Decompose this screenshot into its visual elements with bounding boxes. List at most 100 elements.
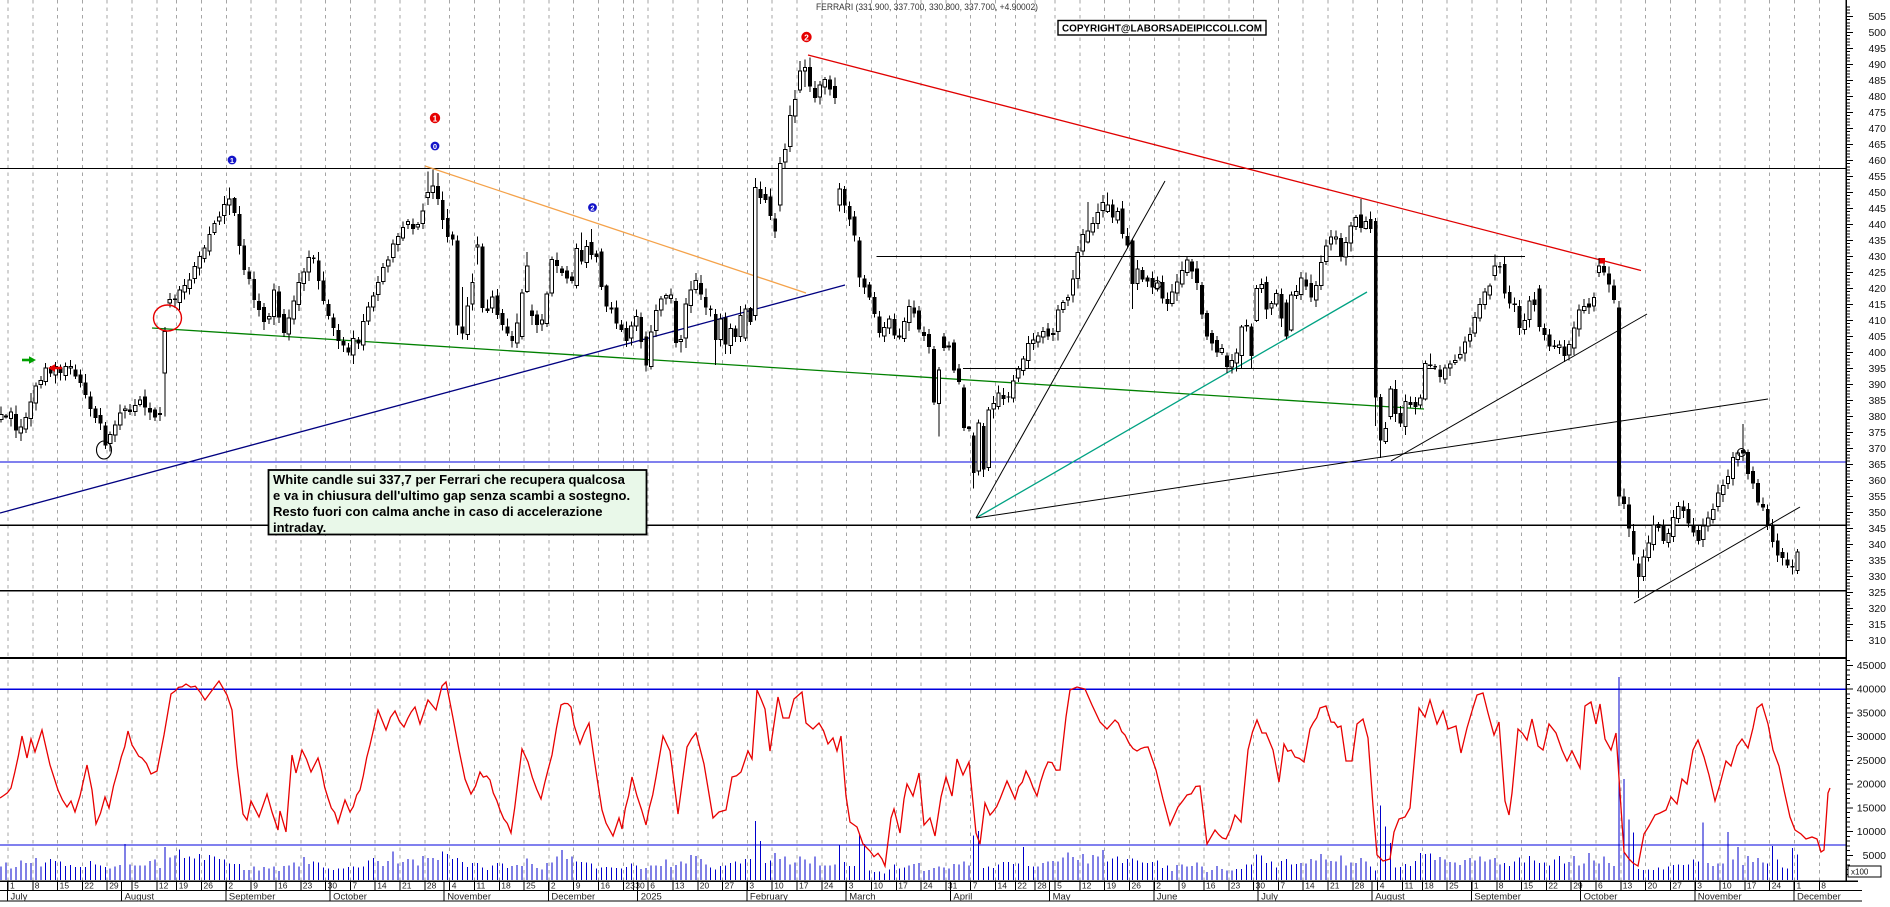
- svg-text:e va in chiusura dell'ultimo g: e va in chiusura dell'ultimo gap senza s…: [273, 488, 630, 503]
- svg-text:24: 24: [923, 881, 933, 891]
- svg-text:10: 10: [1722, 881, 1732, 891]
- svg-text:7: 7: [973, 881, 978, 891]
- svg-text:45000: 45000: [1857, 660, 1886, 672]
- svg-text:28: 28: [427, 881, 437, 891]
- svg-text:16: 16: [601, 881, 611, 891]
- svg-text:7: 7: [1280, 881, 1285, 891]
- svg-text:15: 15: [1524, 881, 1534, 891]
- svg-text:5: 5: [1057, 881, 1062, 891]
- svg-text:29: 29: [1573, 881, 1583, 891]
- svg-text:15000: 15000: [1857, 803, 1886, 815]
- svg-text:340: 340: [1868, 539, 1886, 551]
- svg-text:22: 22: [1017, 881, 1027, 891]
- svg-text:March: March: [849, 892, 875, 903]
- svg-text:2: 2: [551, 881, 556, 891]
- svg-text:x100: x100: [1851, 868, 1869, 877]
- svg-text:500: 500: [1868, 27, 1886, 39]
- svg-text:December: December: [551, 892, 595, 903]
- svg-text:25000: 25000: [1857, 755, 1886, 767]
- svg-text:9: 9: [576, 881, 581, 891]
- svg-text:30: 30: [328, 881, 338, 891]
- svg-text:330: 330: [1868, 571, 1886, 583]
- svg-text:10: 10: [874, 881, 884, 891]
- svg-text:20: 20: [1648, 881, 1658, 891]
- svg-text:315: 315: [1868, 619, 1886, 631]
- svg-text:18: 18: [1424, 881, 1434, 891]
- svg-text:410: 410: [1868, 315, 1886, 327]
- svg-text:20: 20: [700, 881, 710, 891]
- svg-text:2: 2: [804, 32, 809, 42]
- svg-text:445: 445: [1868, 203, 1886, 215]
- svg-text:19: 19: [1107, 881, 1117, 891]
- svg-text:485: 485: [1868, 75, 1886, 87]
- svg-text:455: 455: [1868, 171, 1886, 183]
- svg-text:November: November: [1698, 892, 1742, 903]
- svg-text:335: 335: [1868, 555, 1886, 567]
- svg-text:13: 13: [1623, 881, 1633, 891]
- svg-text:365: 365: [1868, 459, 1886, 471]
- svg-text:9: 9: [253, 881, 258, 891]
- svg-text:May: May: [1053, 892, 1071, 903]
- svg-text:8: 8: [1499, 881, 1504, 891]
- svg-text:25: 25: [1449, 881, 1459, 891]
- svg-text:23: 23: [1231, 881, 1241, 891]
- svg-text:360: 360: [1868, 475, 1886, 487]
- svg-text:425: 425: [1868, 267, 1886, 279]
- svg-text:26: 26: [204, 881, 214, 891]
- svg-text:12: 12: [159, 881, 169, 891]
- svg-text:21: 21: [1330, 881, 1340, 891]
- svg-text:June: June: [1157, 892, 1178, 903]
- svg-text:3: 3: [849, 881, 854, 891]
- svg-text:6: 6: [650, 881, 655, 891]
- svg-text:11: 11: [1405, 881, 1414, 891]
- svg-text:465: 465: [1868, 139, 1886, 151]
- svg-text:15: 15: [60, 881, 70, 891]
- svg-text:480: 480: [1868, 91, 1886, 103]
- svg-text:1: 1: [433, 113, 438, 123]
- svg-text:16: 16: [1206, 881, 1216, 891]
- svg-text:35000: 35000: [1857, 708, 1886, 720]
- svg-text:395: 395: [1868, 363, 1886, 375]
- svg-text:17: 17: [1747, 881, 1757, 891]
- svg-text:April: April: [953, 892, 972, 903]
- svg-text:3: 3: [749, 881, 754, 891]
- svg-text:22: 22: [1548, 881, 1558, 891]
- svg-text:14: 14: [998, 881, 1008, 891]
- svg-text:16: 16: [278, 881, 288, 891]
- svg-text:490: 490: [1868, 59, 1886, 71]
- svg-text:Resto fuori con calma anche in: Resto fuori con calma anche in caso di a…: [273, 504, 602, 519]
- svg-text:26: 26: [1132, 881, 1142, 891]
- svg-text:435: 435: [1868, 235, 1886, 247]
- svg-text:10000: 10000: [1857, 826, 1886, 838]
- svg-text:14: 14: [377, 881, 387, 891]
- svg-text:White candle sui 337,7 per Fer: White candle sui 337,7 per Ferrari che r…: [273, 472, 626, 487]
- svg-text:2: 2: [1156, 881, 1161, 891]
- svg-text:380: 380: [1868, 411, 1886, 423]
- svg-text:385: 385: [1868, 395, 1886, 407]
- svg-text:October: October: [1584, 892, 1618, 903]
- svg-text:23: 23: [625, 881, 635, 891]
- svg-text:13: 13: [675, 881, 685, 891]
- svg-text:370: 370: [1868, 443, 1886, 455]
- svg-text:345: 345: [1868, 523, 1886, 535]
- svg-text:24: 24: [1772, 881, 1782, 891]
- svg-text:25: 25: [526, 881, 536, 891]
- svg-text:17: 17: [898, 881, 908, 891]
- svg-text:December: December: [1797, 892, 1841, 903]
- svg-text:5000: 5000: [1863, 850, 1887, 862]
- svg-text:1: 1: [1474, 881, 1479, 891]
- svg-text:440: 440: [1868, 219, 1886, 231]
- svg-text:31: 31: [948, 881, 958, 891]
- svg-text:390: 390: [1868, 379, 1886, 391]
- svg-text:23: 23: [303, 881, 313, 891]
- svg-text:2: 2: [590, 204, 594, 213]
- svg-text:14: 14: [1305, 881, 1315, 891]
- svg-text:July: July: [11, 892, 28, 903]
- svg-text:325: 325: [1868, 587, 1886, 599]
- svg-text:405: 405: [1868, 331, 1886, 343]
- svg-text:February: February: [750, 892, 788, 903]
- svg-text:9: 9: [1181, 881, 1186, 891]
- svg-text:17: 17: [799, 881, 809, 891]
- svg-text:7: 7: [352, 881, 357, 891]
- svg-text:470: 470: [1868, 123, 1886, 135]
